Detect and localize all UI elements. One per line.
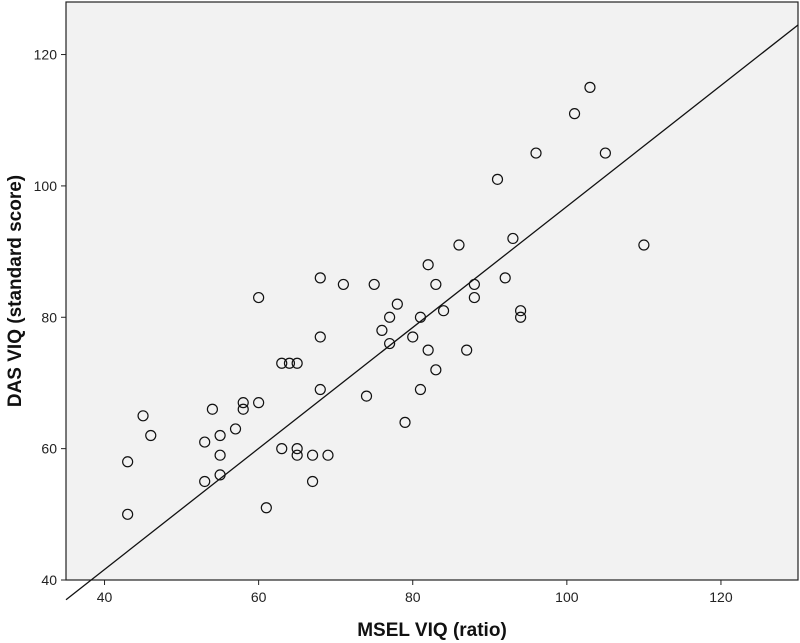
data-point: [568, 108, 581, 120]
data-point: [314, 383, 326, 396]
data-point: [145, 429, 157, 442]
data-point: [199, 436, 211, 448]
y-tick-label: 40: [41, 572, 57, 588]
data-point: [199, 475, 211, 488]
data-point: [276, 357, 288, 369]
data-point: [399, 416, 411, 428]
data-point: [515, 305, 527, 317]
data-point: [468, 291, 480, 304]
data-point: [507, 232, 519, 245]
data-point: [260, 502, 272, 514]
data-point: [314, 331, 326, 343]
data-point: [422, 344, 434, 356]
data-point: [437, 305, 450, 317]
data-point: [584, 81, 596, 93]
data-point: [291, 357, 303, 369]
y-tick-label: 120: [34, 47, 58, 63]
data-point: [306, 449, 319, 461]
data-point: [468, 278, 480, 291]
data-point: [638, 239, 650, 251]
data-point: [214, 449, 226, 461]
data-point: [253, 397, 265, 409]
data-point: [376, 324, 388, 337]
data-point: [499, 272, 511, 284]
data-point: [530, 147, 542, 159]
data-point: [322, 449, 334, 461]
data-point: [430, 278, 442, 291]
x-tick-label: 80: [405, 589, 421, 605]
data-point: [384, 311, 396, 323]
y-tick-label: 80: [41, 309, 57, 325]
data-point: [422, 259, 434, 271]
data-point: [306, 475, 319, 488]
y-tick-label: 60: [41, 441, 57, 457]
data-point: [491, 173, 504, 185]
data-point: [229, 423, 242, 435]
data-point: [430, 364, 442, 376]
data-point: [214, 429, 226, 442]
data-point: [237, 403, 249, 415]
data-point: [515, 311, 527, 323]
data-point: [276, 443, 288, 455]
data-point: [206, 403, 218, 415]
data-point: [407, 331, 419, 343]
data-point: [360, 390, 373, 402]
fit-line: [65, 24, 799, 601]
data-point: [337, 278, 349, 291]
data-point: [214, 469, 226, 481]
x-tick-label: 60: [251, 589, 267, 605]
data-point: [384, 337, 396, 350]
data-point: [291, 449, 303, 461]
data-point: [391, 298, 403, 310]
x-axis-title: MSEL VIQ (ratio): [357, 620, 507, 641]
data-point: [237, 397, 249, 409]
x-axis: 40 60 80 100 120: [97, 580, 733, 605]
y-tick-label: 100: [34, 178, 58, 194]
data-point: [283, 357, 296, 369]
y-axis-title: DAS VIQ (standard score): [5, 175, 26, 407]
data-point: [253, 291, 265, 304]
data-point: [122, 508, 134, 520]
data-point: [122, 456, 134, 468]
data-point: [453, 239, 465, 251]
data-point: [461, 344, 473, 356]
plot-area: [65, 1, 799, 581]
data-point: [368, 278, 380, 291]
plot-content: [65, 24, 799, 601]
x-tick-label: 120: [709, 589, 733, 605]
data-point: [291, 443, 303, 455]
data-point: [314, 272, 326, 284]
data-point: [137, 410, 149, 422]
x-tick-label: 100: [555, 589, 579, 605]
y-axis: 40 60 80 100 120: [34, 47, 66, 588]
data-point: [414, 383, 427, 396]
x-tick-label: 40: [97, 589, 113, 605]
data-point: [599, 147, 611, 159]
data-point: [414, 311, 427, 323]
